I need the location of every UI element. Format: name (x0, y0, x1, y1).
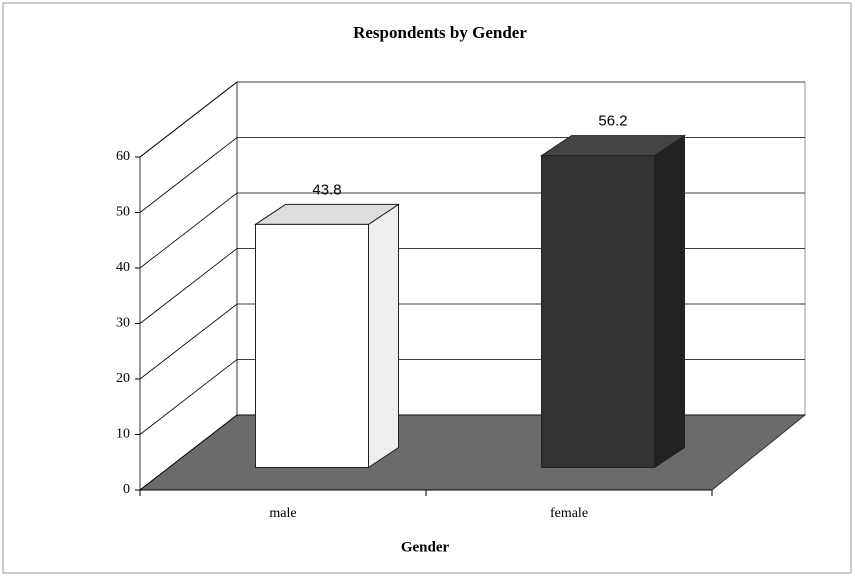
data-label: 43.8 (312, 181, 341, 198)
y-tick-label: 30 (116, 316, 130, 331)
y-tick-label: 0 (123, 482, 130, 497)
x-axis-label: Gender (401, 539, 450, 555)
bar (541, 155, 655, 468)
data-label: 56.2 (598, 113, 627, 130)
bar-side (654, 134, 685, 469)
y-tick-label: 50 (116, 205, 130, 220)
y-tick-label: 40 (116, 260, 130, 275)
bar (255, 223, 369, 468)
grid-line (139, 81, 805, 158)
y-tick-label: 10 (116, 427, 130, 442)
y-tick-label: 60 (116, 149, 130, 164)
y-tick-label: 20 (116, 371, 130, 386)
chart-title: Respondents by Gender (353, 23, 527, 42)
floor (138, 414, 807, 491)
x-tick-label: female (550, 506, 588, 521)
bar-side (368, 203, 399, 469)
x-tick-label: male (269, 506, 296, 521)
